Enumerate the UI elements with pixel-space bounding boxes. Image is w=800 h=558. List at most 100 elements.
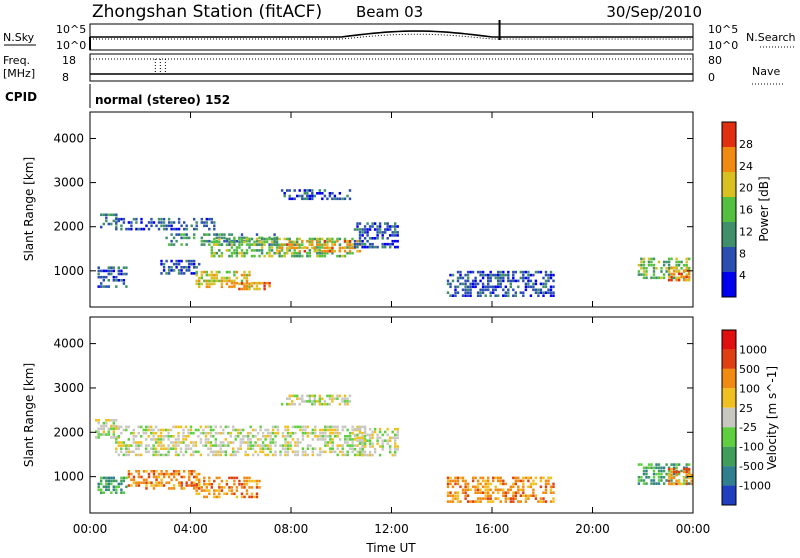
range-gate-cell <box>269 447 272 450</box>
range-gate-cell <box>323 251 327 255</box>
range-gate-cell <box>527 494 530 497</box>
range-gate-cell <box>250 281 254 285</box>
range-gate-cell <box>284 425 287 429</box>
range-gate-cell <box>326 428 329 432</box>
range-gate-cell <box>115 227 118 231</box>
range-gate-cell <box>361 231 364 234</box>
range-gate-cell <box>323 402 327 406</box>
range-gate-cell <box>476 294 480 297</box>
range-gate-cell <box>338 394 342 398</box>
range-gate-cell <box>276 425 280 429</box>
range-gate-cell <box>331 447 334 450</box>
x-tick-label: 00:00 <box>676 522 711 536</box>
range-gate-cell <box>507 488 510 492</box>
range-gate-cell <box>234 435 237 438</box>
range-gate-cell <box>323 243 327 246</box>
range-gate-cell <box>244 441 247 444</box>
range-gate-cell <box>683 467 686 471</box>
range-gate-cell <box>227 441 230 444</box>
range-gate-cell <box>675 479 678 483</box>
range-gate-cell <box>476 485 480 489</box>
range-gate-cell <box>464 288 467 292</box>
range-gate-cell <box>301 438 305 441</box>
range-gate-cell <box>329 441 332 444</box>
range-gate-cell <box>170 221 173 224</box>
range-gate-cell <box>195 272 198 275</box>
range-gate-cell <box>683 278 686 282</box>
range-gate-cell <box>188 259 191 263</box>
range-gate-cell <box>255 492 259 496</box>
range-gate-cell <box>645 472 648 476</box>
range-gate-cell <box>534 291 538 294</box>
range-gate-cell <box>147 472 151 476</box>
range-gate-cell <box>125 476 128 480</box>
range-gate-cell <box>219 447 222 450</box>
range-gate-cell <box>228 276 231 280</box>
range-gate-cell <box>188 472 191 476</box>
range-gate-cell <box>210 270 213 274</box>
range-gate-cell <box>260 251 264 255</box>
range-gate-cell <box>212 435 215 438</box>
range-gate-cell <box>688 272 691 276</box>
colorbar-tick-label: 24 <box>739 160 753 173</box>
range-gate-cell <box>177 425 180 429</box>
range-gate-cell <box>268 246 271 249</box>
range-gate-cell <box>140 221 143 224</box>
range-gate-cell <box>479 497 482 500</box>
range-gate-cell <box>180 487 183 490</box>
power-colorbar-label: Power [dB] <box>757 176 771 241</box>
range-gate-cell <box>202 431 205 435</box>
range-gate-cell <box>233 279 236 283</box>
date-title: 30/Sep/2010 <box>606 3 702 21</box>
range-gate-cell <box>481 276 485 280</box>
range-gate-cell <box>476 270 480 274</box>
range-gate-cell <box>662 273 666 276</box>
range-gate-cell <box>223 239 226 243</box>
range-gate-cell <box>351 428 354 432</box>
range-gate-cell <box>162 475 166 479</box>
range-gate-cell <box>197 450 200 454</box>
range-gate-cell <box>665 267 668 270</box>
range-gate-cell <box>394 450 397 454</box>
range-gate-cell <box>660 472 663 476</box>
range-gate-cell <box>215 243 218 246</box>
range-gate-cell <box>269 431 272 435</box>
range-gate-cell <box>487 285 490 289</box>
range-gate-cell <box>394 234 397 237</box>
range-gate-cell <box>199 441 203 444</box>
range-gate-cell <box>351 450 354 454</box>
range-gate-cell <box>318 400 321 403</box>
range-gate-cell <box>299 428 302 432</box>
range-gate-cell <box>167 450 170 454</box>
range-gate-cell <box>534 282 538 286</box>
range-gate-cell <box>522 488 525 492</box>
range-gate-cell <box>660 479 663 482</box>
range-gate-cell <box>263 240 266 244</box>
range-gate-cell <box>690 479 693 483</box>
range-gate-cell <box>474 276 477 280</box>
range-gate-cell <box>313 194 316 198</box>
range-gate-cell <box>120 269 123 273</box>
range-gate-cell <box>137 472 141 476</box>
range-gate-cell <box>265 251 269 255</box>
range-gate-cell <box>245 251 249 255</box>
range-gate-cell <box>228 486 231 489</box>
range-gate-cell <box>371 442 374 445</box>
range-gate-cell <box>356 425 359 429</box>
range-gate-cell <box>358 237 362 240</box>
range-gate-cell <box>499 488 502 492</box>
range-gate-cell <box>127 470 131 473</box>
range-gate-cell <box>660 469 663 473</box>
range-gate-cell <box>228 249 231 252</box>
range-gate-cell <box>192 441 195 444</box>
range-gate-cell <box>476 491 480 494</box>
range-gate-cell <box>140 217 143 221</box>
range-gate-cell <box>331 441 334 444</box>
range-gate-cell <box>386 427 389 431</box>
range-gate-cell <box>115 275 118 279</box>
range-gate-cell <box>213 240 216 244</box>
range-gate-cell <box>329 447 332 450</box>
range-gate-cell <box>157 428 160 432</box>
range-gate-cell <box>361 435 364 438</box>
range-gate-cell <box>224 438 227 441</box>
